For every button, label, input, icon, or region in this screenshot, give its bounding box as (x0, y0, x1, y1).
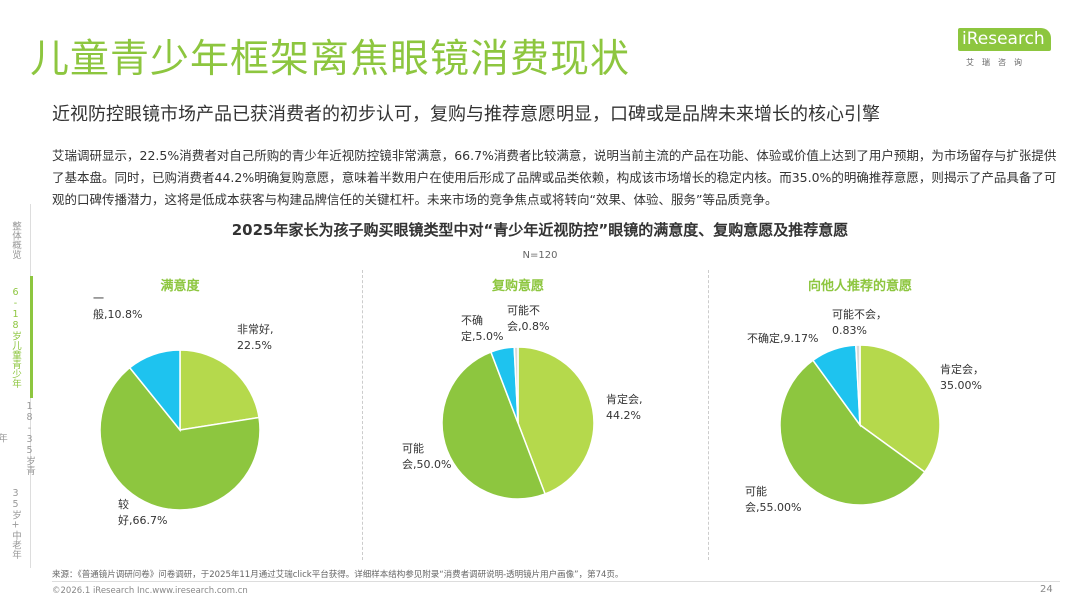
slice-label-2-3: 可能不会， 0.83% (832, 307, 887, 337)
logo-main-text: iResearch (958, 28, 1051, 51)
sidebar-item-overview[interactable]: 整体概览 (0, 204, 31, 276)
sample-size-note: N=120 (522, 250, 558, 261)
pie-slice-1-3 (513, 346, 519, 424)
pie-title-1: 复购意愿 (491, 278, 544, 294)
pie-title-0: 满意度 (160, 278, 200, 294)
slice-label-2-2: 不确定,9.17% (747, 331, 818, 345)
page-subtitle: 近视防控眼镜市场产品已获消费者的初步认可，复购与推荐意愿明显，口碑或是品牌未来增… (52, 104, 880, 125)
copyright-text: ©2026.1 iResearch Inc.www.iresearch.com.… (52, 586, 248, 596)
section-sidebar: 整体概览 6-18岁儿童青少年 18-35岁青年 35岁+中老年 (0, 204, 35, 568)
source-note: 来源：《普通镜片调研问卷》问卷调研，于2025年11月通过艾瑞click平台获得… (52, 570, 624, 580)
sidebar-item-label: 18-35岁青年 (0, 401, 35, 475)
slice-label-0-2: 一般,10.8% (93, 292, 142, 321)
pie-title-2: 向他人推荐的意愿 (808, 278, 912, 294)
sidebar-item-youth[interactable]: 18-35岁青年 (0, 398, 35, 478)
logo-sub-text: 艾瑞咨询 (966, 58, 1030, 67)
slice-label-0-0: 非常好, 22.5% (237, 322, 274, 352)
slice-label-2-0: 肯定会， 35.00% (940, 362, 984, 392)
pie-slice-1-1 (441, 351, 547, 500)
slice-label-1-2: 不确定,5.0% (461, 314, 503, 343)
sidebar-item-label: 整体概览 (10, 221, 21, 259)
summary-paragraph: 艾瑞调研显示，22.5%消费者对自己所购的青少年近视防控镜非常满意，66.7%消… (52, 148, 1057, 207)
chart-divider (362, 270, 363, 560)
pie-slice-1-0 (517, 346, 595, 495)
pie-slice-0-0 (179, 349, 260, 431)
pie-slice-0-2 (128, 349, 181, 433)
slice-label-2-1: 可能会,55.00% (745, 484, 801, 514)
pie-slice-2-0 (859, 344, 941, 474)
chart-title: 2025年家长为孩子购买眼镜类型中对“青少年近视防控”眼镜的满意度、复购意愿及推… (231, 221, 849, 239)
page-title: 儿童青少年框架离焦眼镜消费现状 (30, 37, 631, 82)
iresearch-logo: iResearch 艾瑞咨询 (958, 24, 1058, 72)
footer-divider (52, 581, 1060, 582)
pie-slice-2-3 (855, 344, 861, 426)
slice-label-1-3: 可能不会,0.8% (507, 303, 549, 333)
sidebar-item-label: 35岁+中老年 (10, 487, 21, 559)
slice-label-1-0: 肯定会, 44.2% (606, 392, 643, 422)
pie-slice-2-1 (779, 359, 926, 506)
slice-label-0-1: 较好,66.7% (118, 497, 167, 527)
slice-label-1-1: 可能会,50.0% (402, 441, 451, 471)
sidebar-item-children[interactable]: 6-18岁儿童青少年 (0, 276, 33, 398)
chart-divider (708, 270, 709, 560)
sidebar-item-label: 6-18岁儿童青少年 (10, 286, 21, 388)
pie-slice-0-1 (99, 366, 261, 511)
sidebar-item-elderly[interactable]: 35岁+中老年 (0, 478, 31, 568)
page-number: 24 (1040, 584, 1053, 595)
